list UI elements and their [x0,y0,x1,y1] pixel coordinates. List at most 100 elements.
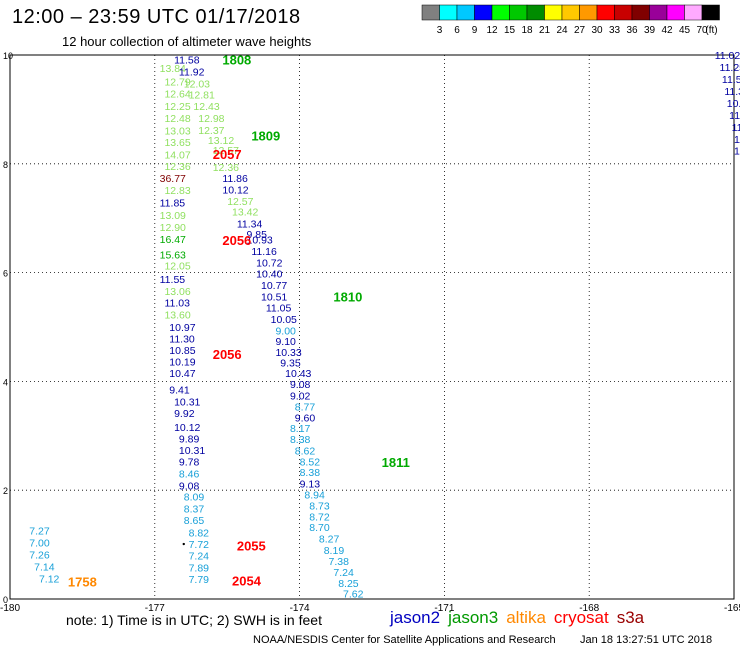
wave-height-value: 8.70 [309,522,330,534]
wave-height-value: 10.47 [169,368,195,380]
x-tick-label: -180 [0,603,20,614]
wave-height-value: 11.30 [169,333,195,345]
pass-number-label: 2055 [237,539,266,554]
color-scale-label: 42 [661,25,673,36]
wave-height-value: 8.62 [295,445,316,457]
wave-height-value: 14.07 [164,150,190,162]
wave-height-value: 12.36 [164,161,190,173]
x-tick-label: -171 [434,603,454,614]
wave-height-value: 8.72 [309,511,330,523]
color-scale-label: 30 [591,25,603,36]
wave-height-value: 7.79 [189,574,210,586]
y-tick-label: 0 [3,595,8,605]
mission-cryosat: cryosat [553,608,609,627]
wave-height-value: 12.25 [164,101,190,113]
color-scale-label: 33 [609,25,621,36]
wave-height-value: 10.93 [247,234,273,246]
wave-height-value: 11.25 [720,62,740,74]
plot-frame [9,54,735,600]
wave-height-value: 8.94 [304,490,325,502]
pass-number-label: 2054 [232,574,262,589]
wave-height-value: 12.57 [227,196,253,208]
mission-s3a: s3a [616,608,645,627]
wave-height-value: 8.65 [184,515,205,527]
wave-height-value: 7.24 [333,567,354,579]
wave-height-value: 11.34 [237,219,263,231]
wave-height-value: 11 [734,134,740,146]
wave-height-value: 9.78 [179,456,200,468]
y-tick-label: 4 [3,377,8,387]
wave-height-value: 11.16 [251,246,277,258]
wave-height-value: 7.26 [29,549,50,561]
wave-height-value: 12.05 [164,261,190,273]
color-scale-label: 6 [454,25,460,36]
wave-height-value: 10.33 [275,347,301,359]
wave-height-value: 8.37 [184,504,205,516]
wave-height-value: 11.4 [729,110,740,122]
wave-height-value: 11. [732,122,740,134]
wave-height-value: 8.38 [300,467,321,479]
color-scale-legend: 3 6 9 12 15 18 21 24 27 30 33 36 39 42 45 70(ft) [421,4,720,36]
color-scale-label: 9 [472,25,478,36]
wave-height-value: 11.55 [160,274,186,286]
credit-line: NOAA/NESDIS Center for Satellite Applica… [253,634,556,646]
y-tick-label: 10 [3,51,13,61]
wave-height-value: 11.05 [266,302,292,314]
wave-height-value: 13.12 [208,135,234,147]
pass-number-label: 1810 [333,290,362,305]
wave-height-value: 10.97 [169,322,195,334]
wave-height-value: 8.73 [309,500,330,512]
wave-height-value: 10.51 [261,292,287,304]
x-tick-label: -168 [579,603,599,614]
x-tick-label: -177 [145,603,165,614]
pass-number-label: 1811 [382,455,410,470]
wave-height-value: 8.46 [179,468,200,480]
wave-height-value: 11.86 [222,173,248,185]
mission-jason3: jason3 [448,608,499,627]
wave-height-value: 9.89 [179,434,200,446]
wave-height-value: 8.19 [324,545,345,557]
wave-height-value: 9.60 [295,412,316,424]
wave-height-value: 7.00 [29,537,50,549]
color-scale-label: 21 [539,25,551,36]
wave-height-value: 7.24 [189,550,210,562]
color-scale-label: 70 [696,25,708,36]
wave-height-value: 12.90 [160,222,186,234]
color-scale-label: 12 [486,25,498,36]
wave-height-value: 7.12 [39,573,60,585]
wave-height-value: 10.12 [222,184,248,196]
wave-height-value: 13.60 [164,309,190,321]
wave-height-value: 8.25 [338,578,359,590]
pass-number-label: 1809 [251,129,280,144]
wave-height-value: 12.48 [164,113,190,125]
wave-height-value: 9.85 [247,229,268,241]
color-scale-label: 39 [644,25,656,36]
wave-height-value: 12.79 [164,77,190,89]
color-scale-label: 3 [437,25,443,36]
wave-height-value: 7.27 [29,525,50,537]
wave-height-value: 13.03 [164,126,190,138]
color-scale-label: 36 [626,25,638,36]
y-tick-label: 8 [3,160,8,170]
wave-height-value: 7.14 [34,561,55,573]
mission-jason2: jason2 [390,608,441,627]
wave-height-value: 12.43 [193,101,219,113]
wave-height-value: 7.38 [329,556,350,568]
wave-height-value: 12.83 [164,185,190,197]
wave-height-value: 12.37 [198,125,224,137]
wave-height-value: 9.02 [290,391,311,403]
wave-height-value: 10.85 [169,345,195,357]
wave-height-value: 9.10 [275,336,296,348]
mission-altika: altika [506,608,546,627]
wave-height-value: 12.57 [213,145,239,157]
wave-height-value: 16.47 [160,234,186,246]
wave-height-value: 12.03 [184,78,210,90]
pass-number-label: 2056 [222,233,251,248]
wave-height-value: 7.72 [189,539,210,551]
wave-height-value: 8.38 [290,434,311,446]
wave-height-value: 12.36 [213,162,239,174]
wave-height-value: 11.58 [174,54,200,66]
wave-height-value: 11.32 [724,86,740,98]
wave-height-value: 9.00 [275,325,296,337]
wave-height-value: 8.77 [295,401,316,413]
